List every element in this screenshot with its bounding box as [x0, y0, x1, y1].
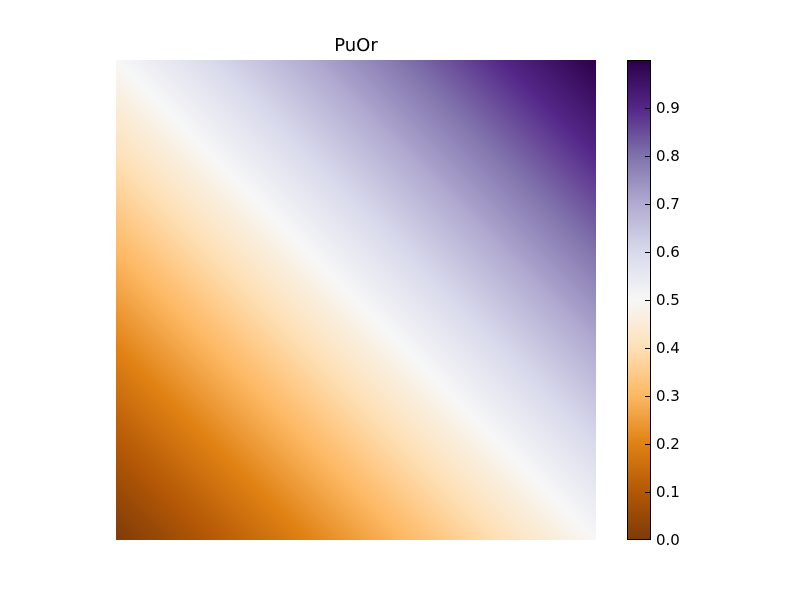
- colorbar-gradient: [628, 61, 650, 539]
- colorbar-tick-label: 0.6: [656, 243, 680, 261]
- colorbar-tick-mark: [645, 300, 651, 301]
- colorbar-tick-label: 0.3: [656, 387, 680, 405]
- colorbar-tick-mark: [645, 492, 651, 493]
- colorbar-tick-label: 0.4: [656, 339, 680, 357]
- colorbar-tick-mark: [645, 396, 651, 397]
- chart-title: PuOr: [334, 35, 378, 56]
- heatmap-plot: [116, 60, 596, 540]
- colorbar-tick-label: 0.8: [656, 147, 680, 165]
- heatmap-surface: [116, 60, 596, 540]
- colorbar-tick-mark: [645, 204, 651, 205]
- colorbar-tick-label: 0.5: [656, 291, 680, 309]
- colorbar-tick-label: 0.2: [656, 435, 680, 453]
- colorbar-tick-mark: [645, 108, 651, 109]
- colorbar-tick-mark: [645, 539, 651, 540]
- colorbar-tick-mark: [645, 252, 651, 253]
- colorbar-tick-mark: [645, 348, 651, 349]
- colorbar-tick-label: 0.1: [656, 483, 680, 501]
- colorbar-tick-mark: [645, 156, 651, 157]
- colorbar-tick-label: 0.7: [656, 195, 680, 213]
- colorbar-tick-label: 0.9: [656, 99, 680, 117]
- colorbar-tick-label: 0.0: [656, 531, 680, 549]
- colorbar-tick-mark: [645, 444, 651, 445]
